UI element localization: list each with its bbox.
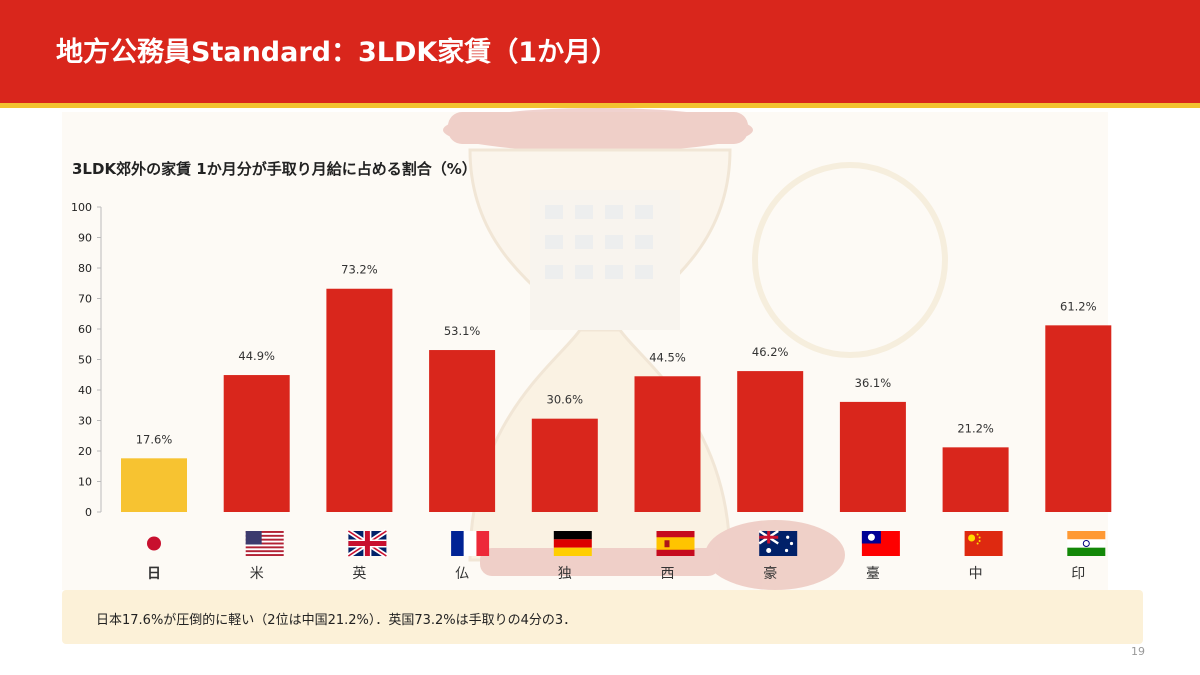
flag-part (1082, 540, 1090, 547)
france-flag (451, 531, 490, 556)
data-label: 21.2% (957, 421, 994, 435)
flag-part (1067, 531, 1106, 540)
y-tick-label: 10 (78, 476, 92, 489)
spain-flag (656, 531, 695, 556)
flag-part (245, 538, 284, 541)
flag-part (786, 535, 790, 539)
bar (942, 447, 1009, 512)
x-tick-label: 豪 (763, 566, 777, 582)
y-tick-label: 20 (78, 445, 92, 458)
y-tick-label: 90 (78, 232, 92, 245)
flag-part (1067, 547, 1106, 556)
bar (223, 375, 290, 512)
china-flag (964, 531, 1003, 556)
flag-part (147, 536, 161, 551)
flag-part (451, 531, 464, 556)
y-tick-label: 30 (78, 415, 92, 428)
x-tick-label: 臺 (866, 566, 880, 582)
y-tick-label: 100 (71, 201, 92, 214)
flag-part (245, 542, 284, 545)
bar (326, 288, 393, 512)
data-label: 36.1% (855, 376, 892, 390)
data-label: 44.5% (649, 350, 686, 364)
uk-flag (347, 528, 388, 559)
flag-part (789, 541, 794, 546)
y-tick-label: 60 (78, 323, 92, 336)
y-tick-label: 80 (78, 262, 92, 275)
data-label: 44.9% (238, 349, 275, 363)
chart-title: 3LDK郊外の家賃 1か月分が手取り月給に占める割合（%） (72, 160, 477, 178)
bar (839, 401, 906, 512)
taiwan-flag (861, 531, 900, 556)
flag-part (553, 547, 592, 556)
flag-part (978, 540, 981, 542)
flag-part (976, 533, 979, 536)
flag-part (964, 531, 1003, 556)
bar (634, 376, 701, 512)
flag-part (867, 533, 875, 541)
y-tick-label: 0 (85, 506, 92, 519)
x-tick-label: 独 (558, 566, 572, 582)
flag-part (968, 534, 976, 542)
data-label: 53.1% (444, 324, 481, 338)
germany-flag (553, 531, 592, 556)
bar (121, 458, 187, 512)
x-tick-label: 仏 (455, 566, 469, 582)
x-tick-label: 西 (661, 566, 675, 582)
japan-flag (147, 536, 161, 551)
x-tick-label: 英 (352, 565, 366, 582)
data-label: 46.2% (752, 345, 789, 359)
flag-part (245, 546, 284, 549)
y-tick-label: 70 (78, 293, 92, 306)
flag-part (348, 541, 387, 546)
flag-part (245, 531, 284, 533)
header-bar (0, 0, 1200, 103)
bar (737, 371, 804, 512)
flag-part (664, 540, 670, 548)
flag-part (245, 534, 284, 537)
flag-part (784, 548, 789, 553)
flag-part (476, 531, 490, 556)
bar (429, 350, 496, 512)
australia-flag (758, 529, 798, 556)
x-tick-label: 日 (147, 566, 161, 582)
flag-part (553, 531, 592, 540)
x-tick-label: 米 (250, 566, 264, 582)
flag-part (656, 537, 695, 550)
usa-flag (245, 531, 284, 556)
x-tick-label: 中 (969, 566, 983, 582)
flag-part (978, 536, 981, 539)
data-label: 61.2% (1060, 299, 1097, 313)
flag-part (245, 550, 284, 553)
flag-part (553, 539, 592, 548)
slide-title: 地方公務員Standard：3LDK家賃（1か月） (56, 37, 619, 68)
data-label: 30.6% (547, 393, 584, 407)
flag-part (463, 531, 477, 556)
caption-text: 日本17.6%が圧倒的に軽い（2位は中国21.2%）．英国73.2%は手取りの4… (96, 613, 577, 628)
flag-part (245, 554, 284, 556)
flag-part (245, 531, 262, 545)
india-flag (1067, 531, 1106, 556)
caption-box: 日本17.6%が圧倒的に軽い（2位は中国21.2%）．英国73.2%は手取りの4… (62, 590, 1143, 644)
bar (1045, 325, 1112, 512)
flag-part (766, 548, 772, 553)
flag-part (976, 542, 979, 545)
y-tick-label: 50 (78, 354, 92, 367)
flag-part (1067, 539, 1106, 548)
data-label: 73.2% (341, 263, 378, 277)
bar (531, 418, 598, 512)
y-tick-label: 40 (78, 384, 92, 397)
data-label: 17.6% (136, 432, 173, 446)
flag-part (759, 535, 779, 539)
header-stripe (0, 103, 1200, 108)
x-tick-label: 印 (1071, 566, 1085, 582)
page-number: 19 (1131, 645, 1145, 658)
